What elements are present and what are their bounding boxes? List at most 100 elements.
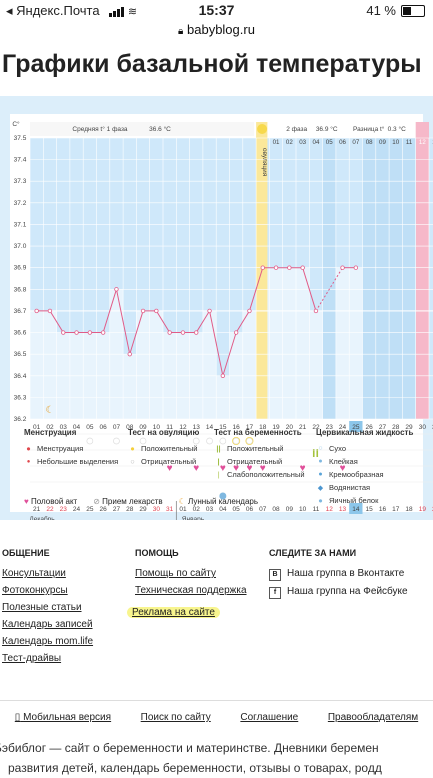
temp-point xyxy=(220,373,226,378)
footer-link-photo-contests[interactable]: Фотоконкурсы xyxy=(2,585,68,596)
facebook-icon: f xyxy=(269,587,281,599)
agreement-link[interactable]: Соглашение xyxy=(240,712,299,723)
top-day-label: 11 xyxy=(406,139,413,146)
heart-icon: ♥ xyxy=(300,463,306,474)
temp-point xyxy=(34,308,39,314)
today-highlight xyxy=(349,503,363,514)
empty-circle-icon: ○ xyxy=(130,457,135,466)
footer-heading: ОБЩЕНИЕ xyxy=(2,548,50,558)
footer-vk-row[interactable]: В Наша группа в Вконтакте xyxy=(269,568,408,581)
top-day-label: 12 xyxy=(419,139,426,146)
footer-link-advertising[interactable]: Реклама на сайте xyxy=(127,607,220,618)
date-label: 25 xyxy=(86,506,94,513)
address-bar[interactable]: 🔒︎ babyblog.ru xyxy=(0,22,433,42)
late-day-column xyxy=(375,138,390,419)
day-label: 22 xyxy=(312,424,320,431)
y-tick-label: 37.0 xyxy=(14,243,27,250)
date-label: 19 xyxy=(419,506,427,513)
date-label: 10 xyxy=(299,506,307,513)
date-label: 27 xyxy=(113,506,121,513)
day-label: 16 xyxy=(233,424,241,431)
temp-point xyxy=(273,265,279,270)
late-day-column xyxy=(362,138,376,419)
temp-point xyxy=(233,330,239,335)
temp-point xyxy=(180,330,186,335)
footer-link-articles[interactable]: Полезные статьи xyxy=(2,602,82,613)
battery: 41 % xyxy=(366,3,425,18)
temp-point xyxy=(47,308,53,314)
footer-link-momlife[interactable]: Календарь mom.life xyxy=(2,636,94,647)
heart-icon: ♥ xyxy=(233,463,239,474)
diff-label: Разница t° xyxy=(353,125,385,133)
ovulation-label: овуляция xyxy=(261,148,268,177)
temp-point xyxy=(313,308,319,314)
top-day-label: 01 xyxy=(273,139,280,146)
chart-legend: Менструация ● Менструация ● Небольшие выде… xyxy=(24,428,414,518)
date-label: 23 xyxy=(60,506,68,513)
legend-ovulation-title: Тест на овуляцию xyxy=(128,428,200,437)
day-label: 24 xyxy=(339,424,347,431)
footer-link-support[interactable]: Техническая поддержка xyxy=(135,585,247,596)
top-day-label: 05 xyxy=(326,139,333,146)
heart-icon: ♥ xyxy=(167,463,173,474)
bottom-links: ▯ Мобильная версия Поиск по сайту Соглаш… xyxy=(0,712,433,723)
ovulation-test-negative xyxy=(246,437,253,445)
temp-fill xyxy=(30,310,44,419)
footer-heading: ПОМОЩЬ xyxy=(135,548,179,558)
day-label: 26 xyxy=(366,424,374,431)
date-label: 30 xyxy=(153,506,161,513)
date-label: 16 xyxy=(379,506,387,513)
date-label: 14 xyxy=(352,506,360,513)
temp-fill xyxy=(43,310,57,419)
day-label: 07 xyxy=(113,424,121,431)
phase1-value: 36.6 °C xyxy=(149,125,171,133)
divider xyxy=(0,700,433,701)
day-label: 18 xyxy=(259,424,267,431)
page-title: Графики базальной температуры xyxy=(2,50,422,78)
day-label: 08 xyxy=(126,424,134,431)
y-tick-label: 37.5 xyxy=(14,135,27,142)
date-label: 22 xyxy=(46,506,54,513)
temp-fill xyxy=(242,310,257,419)
faint-line-icon: | xyxy=(217,470,220,479)
temp-point xyxy=(100,330,106,335)
footer-link-help[interactable]: Помощь по сайту xyxy=(135,568,216,579)
y-tick-label: 36.5 xyxy=(14,351,27,358)
temp-point xyxy=(87,330,93,335)
carrier-label: Яндекс.Почта xyxy=(16,3,100,18)
temp-line-dashed xyxy=(315,267,343,312)
about-line-2: развития детей, календарь беременности, … xyxy=(8,761,382,775)
day-label: 06 xyxy=(100,424,108,431)
bbt-chart[interactable]: 37.5 37.4 37.3 37.2 37.1 37.0 36.9 36.8 36.7 36.6… xyxy=(0,96,433,520)
wifi-icon: ≋ xyxy=(127,6,138,18)
temp-point xyxy=(140,308,146,314)
footer-link-consultations[interactable]: Консультации xyxy=(2,568,66,579)
vk-icon: В xyxy=(269,569,281,581)
legend-pregnancy-title: Тест на беременность xyxy=(214,428,302,437)
site-search-link[interactable]: Поиск по сайту xyxy=(140,712,211,723)
creamy-icon: ● xyxy=(318,471,323,478)
temp-fill xyxy=(269,267,283,419)
heart-icon: ♥ xyxy=(340,463,346,474)
date-label: 28 xyxy=(126,506,134,513)
y-tick-label: 36.9 xyxy=(14,265,27,272)
legend-item: Половой акт xyxy=(30,497,78,506)
y-tick-label: 36.3 xyxy=(14,394,27,401)
temp-point xyxy=(61,330,66,335)
legend-menstruation: Менструация ● Менструация ● Небольшие выде… xyxy=(24,428,118,468)
footer-link-facebook[interactable]: Наша группа на Фейсбуке xyxy=(287,586,408,597)
temp-point xyxy=(127,351,132,357)
day-label: 17 xyxy=(246,424,254,431)
egg-white-icon: ● xyxy=(318,496,323,505)
late-day-column xyxy=(402,138,416,419)
month-label-january: Январь xyxy=(182,516,205,520)
temp-fill xyxy=(296,267,310,419)
footer-fb-row[interactable]: f Наша группа на Фейсбуке xyxy=(269,586,408,599)
y-tick-label: 37.2 xyxy=(14,200,27,207)
footer-link-calendar[interactable]: Календарь записей xyxy=(2,619,93,630)
footer-link-vk[interactable]: Наша группа в Вконтакте xyxy=(287,568,405,579)
mobile-version-link[interactable]: ▯ Мобильная версия xyxy=(15,712,111,723)
footer-link-test-drives[interactable]: Тест-драйвы xyxy=(2,653,62,664)
site-footer: ОБЩЕНИЕ Консультации Фотоконкурсы Полезн… xyxy=(0,548,433,698)
rightholders-link[interactable]: Правообладателям xyxy=(327,712,419,723)
